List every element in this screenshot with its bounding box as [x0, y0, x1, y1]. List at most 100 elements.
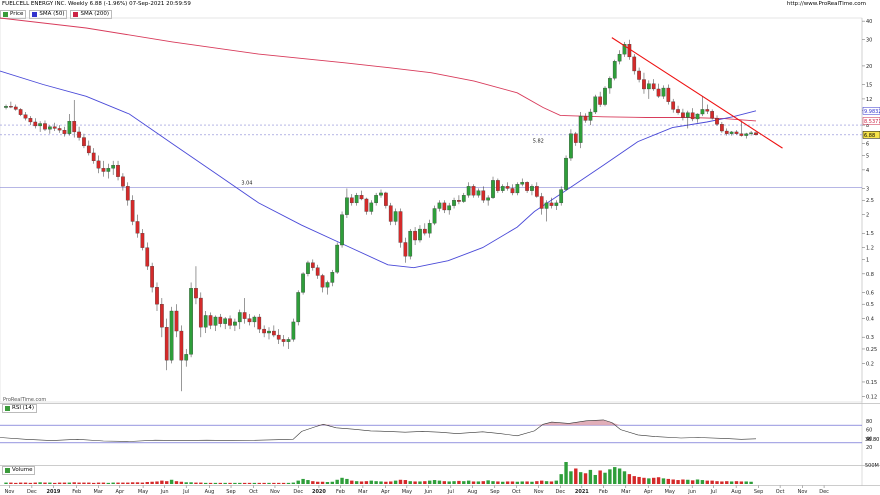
y-tick-label: 2 [866, 213, 869, 219]
x-tick-label: Nov [534, 489, 544, 495]
candle [739, 120, 744, 137]
candle [189, 282, 193, 358]
volume-bar [218, 482, 223, 484]
rsi-line [0, 419, 757, 442]
candle-body [359, 195, 364, 200]
candle [379, 189, 383, 198]
candle-body [291, 321, 296, 340]
x-tick-label: Feb [336, 489, 345, 495]
candle [272, 325, 276, 338]
price-panel-frame [0, 17, 863, 403]
legend-item-price[interactable]: Price [0, 10, 27, 19]
volume-bar [686, 479, 690, 484]
volume-bar [208, 482, 213, 484]
x-tick-label: Oct [776, 489, 785, 495]
volume-bar [77, 482, 81, 484]
volume-bar [423, 481, 427, 484]
x-tick-label: Nov [270, 489, 280, 495]
candle-body [48, 126, 52, 130]
volume-bar [233, 482, 237, 484]
candle [364, 197, 369, 215]
candle-body [754, 132, 758, 136]
candle [661, 85, 666, 99]
candle [578, 112, 583, 149]
candle-body [218, 316, 223, 324]
candle-body [739, 133, 744, 136]
candle-body [393, 211, 398, 222]
y-tick-label: 0.4 [866, 317, 874, 323]
candle-body [734, 131, 739, 134]
watermark: ProRealTime.com [3, 397, 47, 403]
volume-bar [335, 479, 339, 484]
candle-body [437, 202, 442, 209]
volume-bar [544, 481, 549, 484]
candle [637, 67, 641, 83]
candle [23, 112, 28, 121]
rsi-panel-label[interactable]: RSI (14) [2, 404, 37, 413]
candle [203, 311, 208, 334]
x-tick-label: Apr [381, 489, 391, 495]
volume-bar [126, 482, 130, 484]
candle [384, 191, 388, 209]
y-tick-label: 40 [866, 19, 872, 25]
candle-body [685, 112, 690, 118]
candle-body [398, 211, 403, 243]
volume-bar [452, 481, 456, 484]
volume-bar [710, 480, 714, 484]
candle-body [38, 123, 42, 127]
legend-item-sma200[interactable]: SMA (200) [70, 10, 113, 19]
candle-body [632, 56, 637, 72]
volume-bar [28, 482, 33, 484]
legend-item-sma50[interactable]: SMA (50) [29, 10, 68, 19]
candle [276, 329, 281, 344]
volume-bar [150, 481, 154, 484]
candle-body [530, 186, 534, 191]
candle-body [496, 180, 500, 191]
x-tick-label: Nov [798, 489, 808, 495]
candle [237, 309, 242, 330]
candle [135, 214, 140, 238]
volume-bar [53, 482, 57, 484]
source-url[interactable]: http://www.ProRealTime.com [786, 1, 866, 7]
candle-body [310, 262, 315, 268]
candle-body [442, 202, 447, 211]
candle-body [422, 228, 427, 234]
candle [603, 86, 607, 107]
y-tick-label: 15 [866, 83, 872, 89]
candle-body [744, 133, 749, 136]
candle-body [461, 195, 466, 202]
candle [374, 192, 378, 206]
volume-bar [744, 481, 748, 484]
volume-bar [145, 482, 149, 484]
volume-panel-label[interactable]: Volume [2, 466, 36, 475]
candle-body [593, 96, 598, 113]
candle [729, 131, 734, 136]
candle [622, 41, 627, 57]
candle [588, 108, 593, 126]
candle-body [164, 327, 169, 361]
y-tick-label: 6 [866, 142, 869, 148]
volume-bar [96, 482, 101, 484]
candle-body [325, 282, 330, 288]
y-tick-label: 4 [866, 168, 869, 174]
volume-bar [427, 480, 432, 484]
volume-bar [203, 482, 208, 484]
candle [111, 160, 116, 175]
volume-bar [515, 481, 520, 484]
candle [554, 200, 559, 210]
candle-body [23, 114, 28, 119]
candle [140, 229, 145, 251]
volume-bar [238, 482, 242, 484]
candle [281, 335, 286, 347]
y-tick-label: 20 [866, 64, 872, 70]
candle-body [272, 330, 276, 336]
candle-body [500, 186, 505, 191]
volume-bar [82, 482, 86, 484]
axis-value-text: 9.9832 [864, 109, 880, 115]
volume-bar [160, 480, 164, 484]
candle [213, 315, 218, 332]
candle-body [569, 133, 573, 159]
volume-bar [277, 482, 281, 484]
candle-body [588, 111, 593, 121]
